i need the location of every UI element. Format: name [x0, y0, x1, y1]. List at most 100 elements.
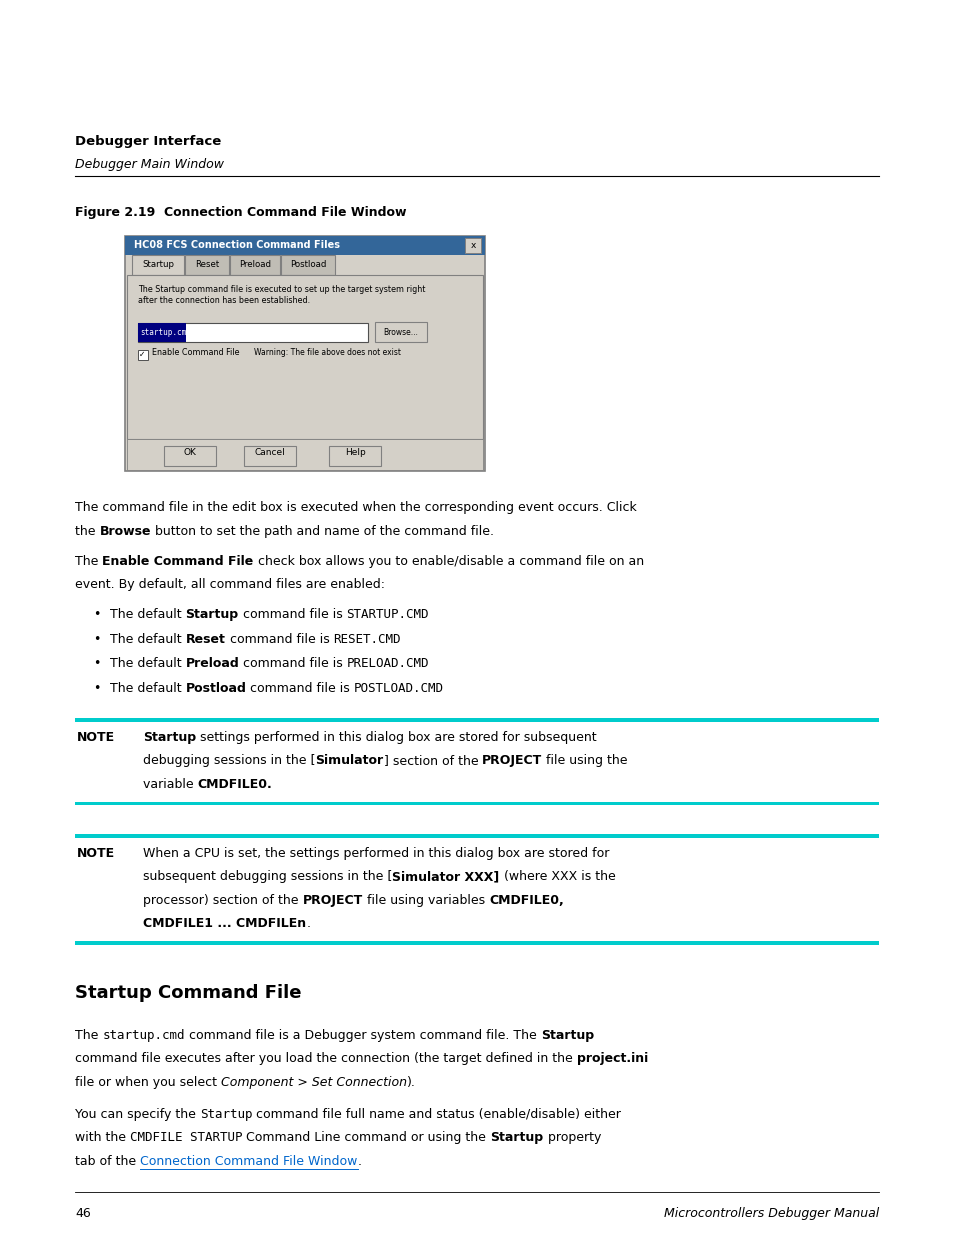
- Text: PROJECT: PROJECT: [302, 894, 362, 906]
- Text: NOTE: NOTE: [77, 731, 115, 743]
- Bar: [127, 438, 482, 471]
- Text: Enable Command File: Enable Command File: [102, 555, 253, 568]
- Text: Startup: Startup: [142, 261, 173, 269]
- Text: startup.cmd: startup.cmd: [140, 327, 191, 336]
- FancyBboxPatch shape: [185, 254, 229, 274]
- Bar: [75, 718, 878, 721]
- Text: with the: with the: [75, 1131, 130, 1144]
- Text: command file is a Debugger system command file. The: command file is a Debugger system comman…: [185, 1029, 540, 1041]
- Text: CMDFILE1 ... CMDFILEn: CMDFILE1 ... CMDFILEn: [143, 918, 306, 930]
- Text: The Startup command file is executed to set up the target system right
after the: The Startup command file is executed to …: [138, 284, 425, 305]
- Text: variable: variable: [143, 778, 197, 790]
- Text: CMDFILE0.: CMDFILE0.: [197, 778, 273, 790]
- FancyBboxPatch shape: [132, 254, 184, 274]
- Text: NOTE: NOTE: [77, 847, 115, 860]
- FancyBboxPatch shape: [127, 274, 482, 438]
- Text: Startup: Startup: [143, 731, 196, 743]
- Text: command file is: command file is: [246, 682, 354, 694]
- Text: When a CPU is set, the settings performed in this dialog box are stored for: When a CPU is set, the settings performe…: [143, 847, 609, 860]
- Text: subsequent debugging sessions in the [: subsequent debugging sessions in the [: [143, 871, 392, 883]
- FancyBboxPatch shape: [230, 254, 280, 274]
- FancyBboxPatch shape: [281, 254, 335, 274]
- Text: event. By default, all command files are enabled:: event. By default, all command files are…: [75, 578, 385, 592]
- Text: startup.cmd: startup.cmd: [102, 1029, 185, 1041]
- Text: ] section of the: ] section of the: [383, 755, 482, 767]
- Text: The default: The default: [110, 632, 186, 646]
- Text: project.ini: project.ini: [577, 1052, 647, 1066]
- Text: command file is: command file is: [225, 632, 333, 646]
- Text: The command file in the edit box is executed when the corresponding event occurs: The command file in the edit box is exec…: [75, 501, 636, 514]
- Text: Simulator: Simulator: [315, 755, 383, 767]
- Text: Startup: Startup: [540, 1029, 593, 1041]
- Text: command file executes after you load the connection (the target defined in the: command file executes after you load the…: [75, 1052, 577, 1066]
- Bar: [138, 322, 186, 342]
- Text: check box allows you to enable/disable a command file on an: check box allows you to enable/disable a…: [253, 555, 643, 568]
- Text: Enable Command File: Enable Command File: [152, 348, 239, 357]
- Text: Warning: The file above does not exist: Warning: The file above does not exist: [253, 348, 400, 357]
- Text: Preload: Preload: [186, 657, 239, 671]
- Text: Postload: Postload: [186, 682, 246, 694]
- FancyBboxPatch shape: [375, 321, 427, 342]
- Text: Startup: Startup: [200, 1108, 253, 1120]
- Text: x: x: [470, 241, 476, 249]
- Text: Debugger Interface: Debugger Interface: [75, 135, 221, 148]
- Text: Startup: Startup: [186, 608, 238, 621]
- Text: PRELOAD.CMD: PRELOAD.CMD: [347, 657, 429, 671]
- Text: Help: Help: [344, 448, 365, 457]
- FancyBboxPatch shape: [244, 446, 295, 466]
- Text: Startup: Startup: [490, 1131, 543, 1144]
- Text: •: •: [92, 657, 100, 671]
- Text: •: •: [92, 682, 100, 694]
- Bar: [125, 236, 484, 254]
- Text: Component > Set Connection: Component > Set Connection: [221, 1076, 407, 1089]
- Text: command file is: command file is: [238, 608, 346, 621]
- Text: The default: The default: [110, 608, 186, 621]
- Text: property: property: [543, 1131, 600, 1144]
- Text: Microcontrollers Debugger Manual: Microcontrollers Debugger Manual: [663, 1207, 878, 1220]
- Text: You can specify the: You can specify the: [75, 1108, 200, 1120]
- Text: Browse: Browse: [99, 525, 151, 537]
- Text: ).: ).: [407, 1076, 416, 1089]
- Text: •: •: [92, 608, 100, 621]
- Text: file using the: file using the: [542, 755, 627, 767]
- Text: Command Line command or using the: Command Line command or using the: [242, 1131, 490, 1144]
- Text: The default: The default: [110, 657, 186, 671]
- Text: The: The: [75, 1029, 102, 1041]
- Text: HC08 FCS Connection Command Files: HC08 FCS Connection Command Files: [133, 241, 339, 251]
- Text: .: .: [357, 1155, 361, 1168]
- Text: ✓: ✓: [138, 350, 145, 358]
- Text: command file is: command file is: [239, 657, 347, 671]
- Text: Debugger Main Window: Debugger Main Window: [75, 158, 224, 170]
- Text: OK: OK: [183, 448, 196, 457]
- FancyBboxPatch shape: [164, 446, 215, 466]
- Text: (where XXX is the: (where XXX is the: [499, 871, 615, 883]
- Bar: [138, 350, 148, 359]
- Text: CMDFILE STARTUP: CMDFILE STARTUP: [130, 1131, 242, 1144]
- FancyBboxPatch shape: [138, 322, 368, 342]
- Text: button to set the path and name of the command file.: button to set the path and name of the c…: [151, 525, 494, 537]
- Text: Connection Command File Window: Connection Command File Window: [140, 1155, 357, 1168]
- Text: •: •: [92, 632, 100, 646]
- Text: processor) section of the: processor) section of the: [143, 894, 302, 906]
- Bar: [75, 834, 878, 837]
- Text: Cancel: Cancel: [254, 448, 285, 457]
- Text: .: .: [306, 918, 310, 930]
- Text: The default: The default: [110, 682, 186, 694]
- Text: command file full name and status (enable/disable) either: command file full name and status (enabl…: [253, 1108, 620, 1120]
- Text: RESET.CMD: RESET.CMD: [333, 632, 400, 646]
- FancyBboxPatch shape: [329, 446, 380, 466]
- Bar: [75, 802, 878, 805]
- Text: 46: 46: [75, 1207, 91, 1220]
- Bar: [465, 237, 480, 253]
- Text: Reset: Reset: [194, 261, 219, 269]
- Text: STARTUP.CMD: STARTUP.CMD: [346, 608, 429, 621]
- Text: debugging sessions in the [: debugging sessions in the [: [143, 755, 315, 767]
- Bar: [75, 941, 878, 945]
- Text: Browse...: Browse...: [383, 327, 418, 336]
- Text: Startup Command File: Startup Command File: [75, 984, 301, 1002]
- Text: The: The: [75, 555, 102, 568]
- Text: POSTLOAD.CMD: POSTLOAD.CMD: [354, 682, 444, 694]
- Text: CMDFILE0,: CMDFILE0,: [488, 894, 563, 906]
- Text: tab of the: tab of the: [75, 1155, 140, 1168]
- Text: file using variables: file using variables: [362, 894, 488, 906]
